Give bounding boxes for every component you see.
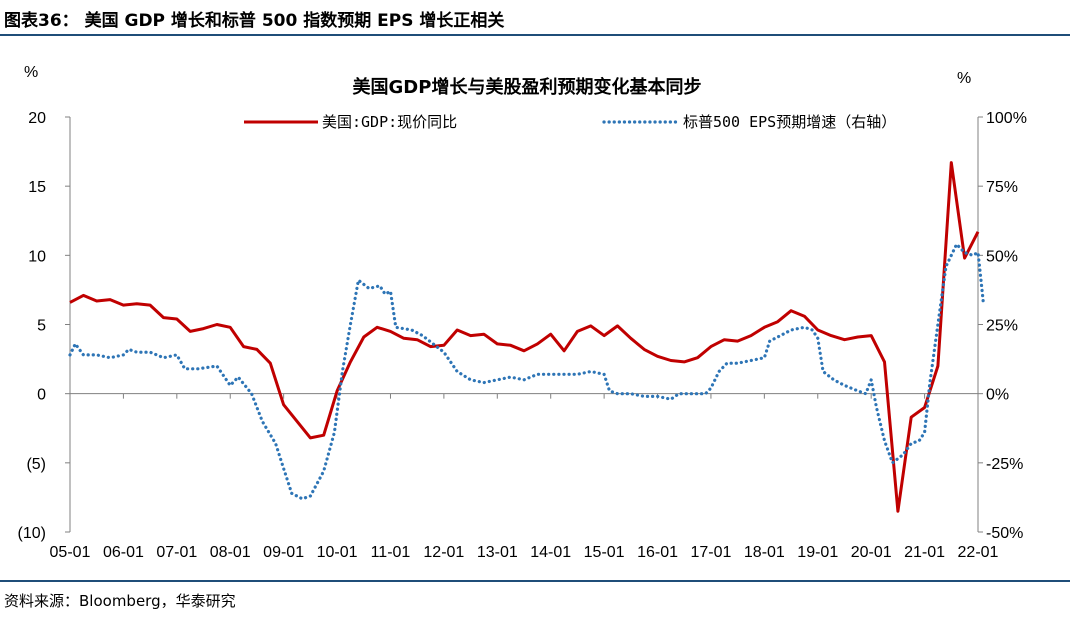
legend-label-eps: 标普500 EPS预期增速（右轴） (683, 113, 896, 131)
x-tick-label: 20-01 (851, 544, 892, 561)
header-rule (0, 34, 1070, 36)
right-tick-label: 100% (986, 110, 1027, 127)
legend: 美国:GDP:现价同比 标普500 EPS预期增速（右轴） (244, 113, 896, 131)
figure-header: 图表36： 美国 GDP 增长和标普 500 指数预期 EPS 增长正相关 (4, 11, 505, 31)
x-tick-label: 08-01 (210, 544, 251, 561)
x-tick-label: 13-01 (477, 544, 518, 561)
left-axis: 20 15 10 5 0 (5) (10) (18, 110, 70, 542)
right-unit-label: % (957, 70, 971, 87)
left-tick-label: (10) (18, 525, 46, 542)
x-tick-label: 06-01 (103, 544, 144, 561)
left-tick-label: 10 (28, 248, 46, 265)
left-tick-label: 20 (28, 110, 46, 127)
left-tick-label: 5 (37, 318, 46, 335)
x-tick-label: 16-01 (637, 544, 678, 561)
left-tick-label: (5) (26, 456, 46, 473)
x-tick-label: 09-01 (263, 544, 304, 561)
x-tick-label: 21-01 (904, 544, 945, 561)
series-layer (68, 161, 985, 513)
x-tick-label: 10-01 (317, 544, 358, 561)
x-tick-label: 22-01 (958, 544, 999, 561)
x-tick-label: 05-01 (50, 544, 91, 561)
x-tick-label: 17-01 (690, 544, 731, 561)
x-axis: 05-01 06-01 07-01 08-01 09-01 10-01 11-01 12-01… (50, 393, 999, 561)
footer-rule (0, 580, 1070, 582)
x-tick-label: 18-01 (744, 544, 785, 561)
x-tick-label: 11-01 (371, 544, 411, 561)
right-tick-label: 25% (986, 318, 1018, 335)
right-tick-label: 50% (986, 248, 1018, 265)
right-tick-label: -25% (986, 456, 1023, 473)
right-tick-label: 0% (986, 387, 1009, 404)
series-line-eps (68, 242, 985, 501)
plot-frame (69, 117, 979, 532)
x-tick-label: 14-01 (530, 544, 571, 561)
right-axis: 100% 75% 50% 25% 0% -25% -50% (978, 110, 1027, 542)
left-unit-label: % (24, 64, 38, 81)
left-tick-label: 15 (28, 179, 46, 196)
left-tick-label: 0 (37, 387, 46, 404)
x-tick-label: 12-01 (423, 544, 464, 561)
x-tick-label: 07-01 (156, 544, 197, 561)
source-note: 资料来源：Bloomberg，华泰研究 (4, 592, 236, 610)
x-tick-label: 19-01 (797, 544, 838, 561)
chart-title: 美国GDP增长与美股盈利预期变化基本同步 (353, 76, 702, 98)
x-tick-label: 15-01 (584, 544, 625, 561)
right-tick-label: -50% (986, 525, 1023, 542)
right-tick-label: 75% (986, 179, 1018, 196)
series-line-gdp (69, 161, 980, 513)
legend-label-gdp: 美国:GDP:现价同比 (322, 113, 457, 131)
